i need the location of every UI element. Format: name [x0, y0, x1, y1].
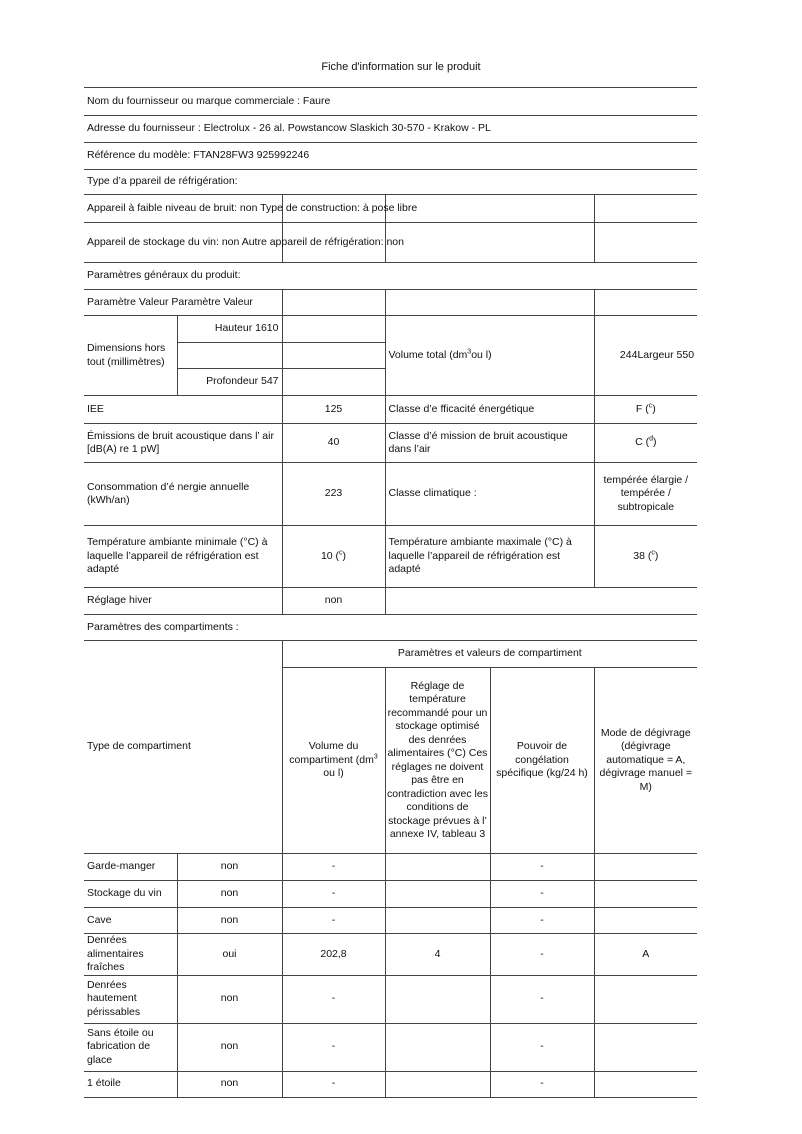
compartment-defrost: A: [594, 933, 698, 976]
compartment-freezing-capacity: -: [490, 1070, 595, 1098]
climate-class-label: Classe climatique :: [385, 462, 595, 526]
product-table: Nom du fournisseur ou marque commerciale…: [84, 87, 698, 1098]
compartment-volume: -: [282, 1022, 386, 1072]
compartment-defrost: [594, 853, 698, 881]
energy-consumption-label: Consommation d’é nergie annuelle (kWh/an…: [84, 462, 283, 526]
page-title: Fiche d'information sur le produit: [321, 61, 481, 73]
noise-class-label: Classe d’é mission de bruit acoustique d…: [385, 423, 595, 463]
compartment-present: non: [177, 907, 283, 934]
iee-label: IEE: [84, 395, 283, 424]
compartment-volume: 202,8: [282, 933, 386, 976]
compartment-temperature: [385, 880, 491, 908]
supplier-name: Nom du fournisseur ou marque commerciale…: [84, 87, 698, 116]
compartment-freezing-capacity: -: [490, 933, 595, 976]
compartment-defrost: [594, 880, 698, 908]
compartment-name: Denrées alimentaires fraîches: [84, 933, 178, 976]
compartment-row: Denrées alimentaires fraîches oui 202,8 4- A: [84, 933, 698, 976]
compartment-present: non: [177, 880, 283, 908]
compartment-name: Denrées hautement périssables: [84, 974, 178, 1024]
appliance-type-heading: Type d’a ppareil de réfrigération:: [84, 169, 698, 195]
compartment-defrost: [594, 1022, 698, 1072]
low-noise-info: Appareil à faible niveau de bruit: non T…: [84, 194, 417, 223]
compartment-name: Sans étoile ou fabrication de glace: [84, 1022, 178, 1072]
winter-setting-value: non: [282, 587, 386, 615]
total-volume-value: 244Largeur 550: [594, 315, 698, 396]
noise-value: 40: [282, 423, 386, 463]
noise-class-value: C (d): [594, 423, 698, 463]
dimensions-label: Dimensions hors tout (millimètres): [84, 315, 178, 396]
compartment-freezing-capacity: -: [490, 907, 595, 934]
height-value: Hauteur 1610: [177, 315, 283, 343]
compartment-present: non: [177, 1022, 283, 1072]
compartment-name: Garde-manger: [84, 853, 178, 881]
min-temp-label: Température ambiante minimale (°C) à laq…: [84, 525, 283, 588]
max-temp-label: Température ambiante maximale (°C) à laq…: [385, 525, 595, 588]
compartment-freezing-capacity: -: [490, 974, 595, 1024]
compartment-volume: -: [282, 907, 386, 934]
iee-value: 125: [282, 395, 386, 424]
compartment-row: Cave non - -: [84, 907, 698, 934]
compartment-temperature: [385, 1022, 491, 1072]
general-parameters-heading: Paramètres généraux du produit:: [84, 262, 698, 290]
noise-label: Émissions de bruit acoustique dans l’ ai…: [84, 423, 283, 463]
compartment-defrost: [594, 907, 698, 934]
compartment-temperature: [385, 907, 491, 934]
compartment-name: 1 étoile: [84, 1070, 178, 1098]
compartment-freezing-capacity: -: [490, 1022, 595, 1072]
climate-class-value: tempérée élargie / tempérée / subtropica…: [594, 462, 698, 526]
compartment-volume: -: [282, 974, 386, 1024]
compartment-name: Stockage du vin: [84, 880, 178, 908]
volume-header: Volume du compartiment (dm3 ou l): [282, 667, 386, 854]
compartment-freezing-capacity: -: [490, 853, 595, 881]
compartment-present: oui: [177, 933, 283, 976]
compartment-type-header: Type de compartiment: [84, 640, 283, 854]
energy-class-label: Classe d’e fficacité énergétique: [385, 395, 595, 424]
compartment-row: Garde-manger non - -: [84, 853, 698, 881]
defrost-header: Mode de dégivrage (dégivrage automatique…: [594, 667, 698, 854]
compartment-present: non: [177, 974, 283, 1024]
wine-storage-info: Appareil de stockage du vin: non Autre a…: [84, 222, 404, 263]
compartment-temperature: [385, 853, 491, 881]
supplier-address: Adresse du fournisseur : Electrolux - 26…: [84, 115, 698, 143]
compartment-freezing-capacity: -: [490, 880, 595, 908]
model-reference: Référence du modèle: FTAN28FW3 925992246: [84, 142, 698, 170]
max-temp-value: 38 (c): [594, 525, 698, 588]
freezing-capacity-header: Pouvoir de congélation spécifique (kg/24…: [490, 667, 595, 854]
compartments-heading: Paramètres des compartiments :: [84, 614, 698, 641]
compartment-temperature: [385, 974, 491, 1024]
compartment-present: non: [177, 1070, 283, 1098]
total-volume-label: Volume total (dm3ou l): [385, 315, 595, 396]
compartment-row: Stockage du vin non - -: [84, 880, 698, 908]
compartment-volume: -: [282, 880, 386, 908]
compartment-row: Denrées hautement périssables non - -: [84, 974, 698, 1024]
depth-value: Profondeur 547: [177, 368, 283, 396]
compartment-volume: -: [282, 1070, 386, 1098]
compartment-volume: -: [282, 853, 386, 881]
min-temp-value: 10 (c): [282, 525, 386, 588]
energy-class-value: F (c): [594, 395, 698, 424]
compartment-defrost: [594, 974, 698, 1024]
winter-setting-label: Réglage hiver: [84, 587, 283, 615]
compartment-temperature: [385, 1070, 491, 1098]
compartment-temperature: 4: [385, 933, 491, 976]
compartment-row: Sans étoile ou fabrication de glace non - -: [84, 1022, 698, 1072]
temperature-header: Réglage de température recommandé pour u…: [385, 667, 491, 854]
compartment-present: non: [177, 853, 283, 881]
parameter-header: Paramètre Valeur Paramètre Valeur: [84, 289, 283, 316]
compartment-parameters-header: Paramètres et valeurs de compartiment: [282, 640, 698, 668]
compartment-row: 1 étoile non - -: [84, 1070, 698, 1098]
compartment-name: Cave: [84, 907, 178, 934]
energy-consumption-value: 223: [282, 462, 386, 526]
compartment-defrost: [594, 1070, 698, 1098]
